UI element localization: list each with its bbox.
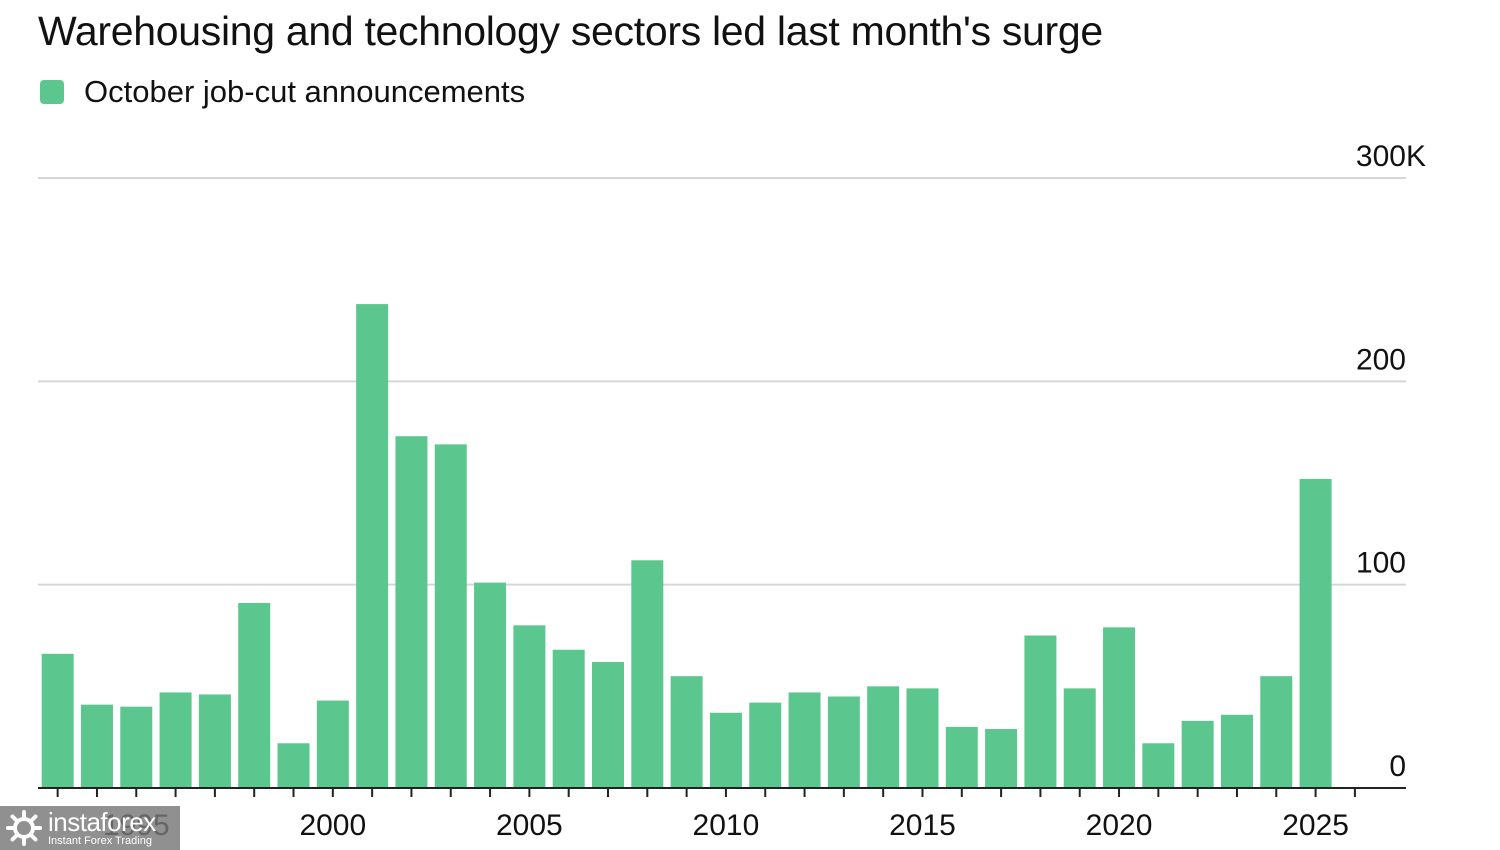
bar-1998 [238, 602, 271, 788]
bar-2022 [1181, 720, 1214, 788]
y-tick-label: 100 [1356, 547, 1406, 580]
y-tick-label: 300K [1356, 140, 1426, 173]
watermark: instaforex Instant Forex Trading [0, 806, 180, 850]
watermark-tagline: Instant Forex Trading [48, 835, 152, 847]
legend: October job-cut announcements [40, 74, 525, 110]
watermark-name: instaforex [48, 807, 156, 837]
bar-1994 [80, 704, 113, 788]
instaforex-logo-icon [6, 810, 42, 846]
bar-2000 [316, 700, 349, 788]
legend-swatch [40, 80, 64, 104]
bar-2020 [1103, 627, 1136, 788]
bar-2025 [1299, 478, 1332, 788]
y-tick-label: 200 [1356, 343, 1406, 376]
bar-2015 [906, 688, 939, 788]
bar-2012 [788, 692, 821, 788]
bar-2013 [827, 696, 860, 788]
x-tick-label: 2005 [496, 809, 563, 842]
bar-1995 [120, 706, 153, 788]
bar-2018 [1024, 635, 1057, 788]
bar-2001 [356, 304, 389, 788]
x-tick-label: 2020 [1086, 809, 1153, 842]
bar-2023 [1220, 714, 1253, 788]
bar-2016 [945, 727, 978, 788]
bar-2024 [1260, 676, 1293, 788]
x-tick-label: 2000 [299, 809, 366, 842]
bar-2019 [1063, 688, 1096, 788]
bar-2006 [552, 649, 585, 788]
x-tick-label: 2025 [1282, 809, 1349, 842]
legend-label: October job-cut announcements [84, 74, 526, 109]
bar-2017 [985, 729, 1018, 788]
bar-2011 [749, 702, 782, 788]
bar-1999 [277, 743, 310, 788]
bar-2008 [631, 560, 664, 788]
bar-2002 [395, 436, 428, 788]
y-tick-label: 0 [1389, 750, 1406, 783]
chart-title: Warehousing and technology sectors led l… [38, 8, 1103, 54]
bar-1996 [159, 692, 192, 788]
bar-2003 [434, 444, 467, 788]
x-tick-label: 2015 [889, 809, 956, 842]
x-tick-label: 2010 [693, 809, 760, 842]
bar-2007 [592, 661, 624, 788]
bar-2010 [709, 712, 742, 788]
bar-2021 [1142, 743, 1175, 788]
bar-1997 [198, 694, 231, 788]
bar-2009 [670, 676, 703, 788]
bar-1993 [41, 653, 74, 788]
bar-2005 [513, 625, 546, 788]
bar-2004 [474, 582, 507, 788]
bar-2014 [867, 686, 900, 788]
